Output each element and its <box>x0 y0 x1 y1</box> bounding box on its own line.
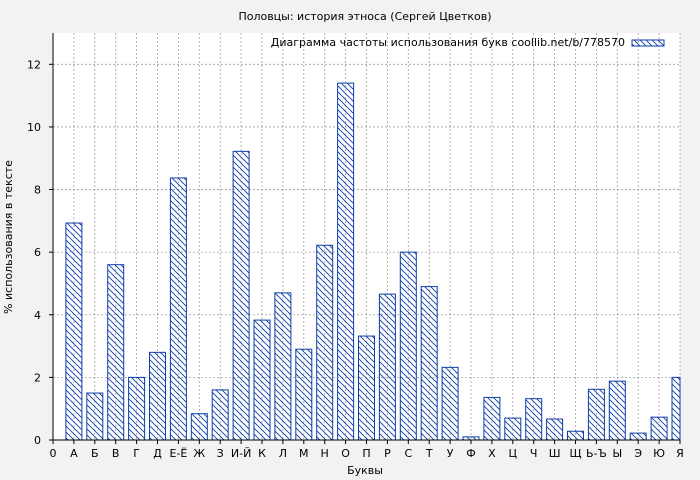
bar-Т <box>420 286 438 441</box>
x-tick-label: А <box>70 447 78 460</box>
bar-Д <box>149 351 166 441</box>
x-tick-label: Ю <box>653 447 665 460</box>
x-tick-label: Б <box>91 447 99 460</box>
bar-А <box>65 222 83 441</box>
bar-И-Й <box>232 150 250 441</box>
x-tick-label: О <box>341 447 350 460</box>
y-tick-label: 6 <box>34 246 41 259</box>
bar-Ч <box>525 398 543 441</box>
x-tick-label: Я <box>676 447 684 460</box>
bar-Н <box>316 244 334 441</box>
bar-Ш <box>546 418 564 441</box>
bar-Ь-Ъ <box>587 388 605 441</box>
x-axis-label: Буквы <box>347 464 383 477</box>
x-tick-label: Ь-Ъ <box>586 447 607 460</box>
x-tick-label: 0 <box>50 447 57 460</box>
bar-Ю <box>650 416 668 441</box>
x-tick-label: Ж <box>193 447 205 460</box>
bar-О <box>337 82 355 441</box>
chart-title: Половцы: история этноса (Сергей Цветков) <box>238 10 491 23</box>
y-tick-label: 4 <box>34 309 41 322</box>
x-tick-label: Ш <box>549 447 561 460</box>
y-tick-label: 0 <box>34 434 41 447</box>
x-tick-label: З <box>217 447 224 460</box>
bar-Х <box>483 396 501 441</box>
bar-У <box>441 366 459 441</box>
bars <box>65 82 681 441</box>
x-tick-label: Р <box>384 447 391 460</box>
x-tick-label: У <box>447 447 454 460</box>
bar-Щ <box>567 430 584 441</box>
x-tick-label: Х <box>488 447 496 460</box>
bar-Б <box>86 392 104 441</box>
bar-С <box>399 251 417 441</box>
bar-Г <box>128 376 146 441</box>
bar-М <box>295 348 313 441</box>
bar-З <box>211 389 229 441</box>
bar-Е-Ё <box>169 177 187 441</box>
bar-К <box>253 319 271 441</box>
x-tick-label: Щ <box>569 447 581 460</box>
x-tick-label: Ф <box>466 447 475 460</box>
legend-swatch <box>631 39 665 47</box>
x-axis-ticks: 0 А Б В Г Д Е-Ё Ж З И-Й К Л М Н О П Р С Т У Ф Х Ц Ч Ш Щ Ь-Ъ Ы Э Ю Я <box>50 440 684 460</box>
x-tick-label: Н <box>321 447 329 460</box>
bar-Л <box>274 292 292 441</box>
x-tick-label: Ы <box>612 447 622 460</box>
bar-В <box>107 264 125 441</box>
x-tick-label: Г <box>133 447 140 460</box>
bar-П <box>358 335 375 441</box>
y-tick-label: 10 <box>27 121 41 134</box>
bar-Ж <box>190 413 208 441</box>
x-tick-label: И-Й <box>231 447 251 460</box>
x-tick-label: К <box>258 447 266 460</box>
x-tick-label: Ч <box>530 447 538 460</box>
x-tick-label: М <box>299 447 309 460</box>
y-axis-label: % использования в тексте <box>2 160 15 314</box>
x-tick-label: Е-Ё <box>169 447 187 460</box>
bar-Р <box>378 293 396 441</box>
bar-Э <box>629 432 647 441</box>
x-tick-label: Т <box>425 447 433 460</box>
x-tick-label: Ц <box>509 447 518 460</box>
x-tick-label: Д <box>153 447 162 460</box>
y-axis-ticks: 0 2 4 6 8 10 12 <box>27 58 53 447</box>
bar-Ы <box>608 380 626 441</box>
x-tick-label: С <box>404 447 412 460</box>
legend: Диаграмма частоты использования букв coo… <box>271 36 665 49</box>
y-tick-label: 2 <box>34 371 41 384</box>
legend-label: Диаграмма частоты использования букв coo… <box>271 36 625 49</box>
x-tick-label: П <box>362 447 370 460</box>
x-tick-label: В <box>112 447 120 460</box>
bar-Ц <box>504 417 522 441</box>
y-tick-label: 12 <box>27 58 41 71</box>
x-tick-label: Э <box>634 447 642 460</box>
y-tick-label: 8 <box>34 184 41 197</box>
bar-Я <box>671 376 681 441</box>
x-tick-label: Л <box>279 447 287 460</box>
